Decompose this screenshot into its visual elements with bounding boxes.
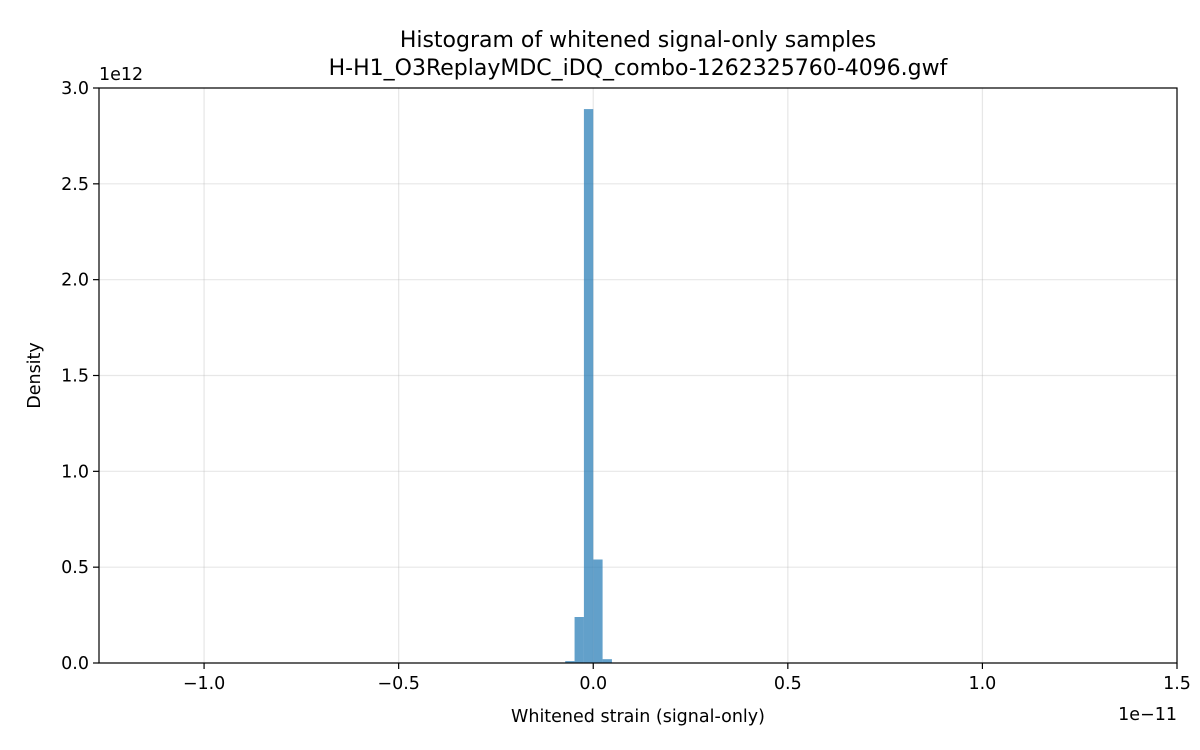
x-tick-label-3: 0.5 [774,674,802,694]
x-tick-label-1: −0.5 [377,674,420,694]
axis-ticks: −1.0 −0.5 0.0 0.5 1.0 1.5 0.0 0.5 1.0 1.5 2.0 2.5 3.… [61,79,1191,694]
x-tick-label-4: 1.0 [968,674,996,694]
y-tick-label-1: 0.5 [61,558,89,578]
histogram-bar-1 [574,617,584,663]
histogram-bar-0 [565,661,575,663]
x-tick-label-2: 0.0 [579,674,607,694]
histogram-bar-3 [593,559,603,663]
histogram-bar-2 [583,109,594,664]
histogram-bars [565,109,612,664]
y-tick-label-0: 0.0 [61,654,89,674]
chart-subtitle: H-H1_O3ReplayMDC_iDQ_combo-1262325760-40… [329,56,949,81]
y-tick-label-3: 1.5 [61,367,89,387]
x-tick-label-5: 1.5 [1163,674,1191,694]
x-tick-label-0: −1.0 [183,674,226,694]
x-axis-offset-label: 1e−11 [1118,705,1177,725]
grid [99,87,1178,664]
histogram-bar-4 [602,659,612,663]
plot-frame [98,87,1178,664]
x-axis-label: Whitened strain (signal-only) [511,707,765,727]
y-tick-label-5: 2.5 [61,175,89,195]
chart-title: Histogram of whitened signal-only sample… [400,28,876,53]
y-tick-label-2: 1.0 [61,462,89,482]
y-axis-offset-label: 1e12 [99,65,143,85]
y-tick-label-4: 2.0 [61,271,89,291]
y-axis-label: Density [25,342,45,409]
y-tick-label-6: 3.0 [61,79,89,99]
